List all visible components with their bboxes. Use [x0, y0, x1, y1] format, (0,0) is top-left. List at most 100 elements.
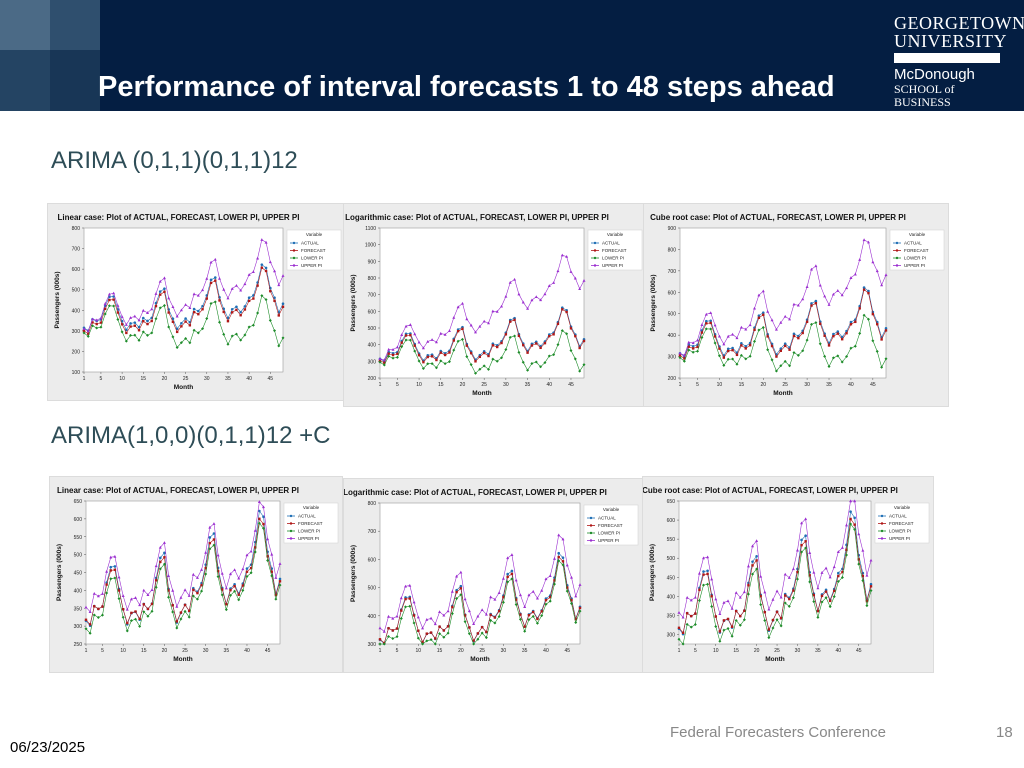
point-forecast	[154, 579, 158, 582]
point-lower	[792, 351, 796, 355]
point-upper	[565, 563, 569, 567]
point-actual	[836, 330, 840, 333]
point-lower	[744, 357, 748, 361]
legend-marker	[593, 256, 597, 260]
y-tick-label: 800	[368, 276, 377, 282]
point-lower	[404, 338, 408, 342]
point-forecast	[463, 614, 467, 617]
point-upper	[697, 571, 701, 575]
y-tick-label: 600	[668, 290, 677, 296]
point-upper	[378, 626, 382, 630]
point-upper	[429, 616, 433, 620]
x-tick-label: 40	[836, 648, 842, 654]
point-forecast	[845, 548, 848, 551]
point-forecast	[229, 588, 232, 592]
point-forecast	[779, 349, 783, 352]
point-upper	[828, 575, 832, 579]
point-lower	[540, 614, 544, 618]
point-forecast	[570, 598, 573, 602]
point-forecast	[854, 320, 857, 324]
point-forecast	[857, 558, 860, 561]
point-lower	[463, 620, 467, 624]
point-actual	[779, 347, 783, 350]
footer-conference: Federal Forecasters Conference	[670, 724, 886, 741]
point-upper	[818, 283, 822, 287]
y-tick-label: 900	[368, 259, 377, 265]
point-lower	[500, 356, 504, 360]
legend-box	[874, 502, 930, 544]
point-upper	[162, 541, 166, 544]
point-upper	[731, 332, 735, 336]
x-tick-label: 45	[870, 382, 876, 388]
point-upper	[184, 303, 188, 306]
legend-marker	[292, 264, 296, 267]
point-forecast	[582, 339, 586, 343]
logo-line-2: UNIVERSITY	[894, 31, 1007, 51]
point-lower	[884, 357, 888, 361]
point-upper	[179, 595, 183, 599]
point-upper	[687, 340, 691, 344]
point-forecast	[726, 617, 730, 621]
point-lower	[465, 355, 469, 359]
point-upper	[113, 554, 117, 558]
point-upper	[543, 292, 547, 296]
point-upper	[713, 323, 717, 327]
logo-divider	[894, 53, 1000, 63]
point-lower	[150, 331, 154, 335]
x-tick-label: 30	[203, 648, 209, 654]
point-lower	[544, 602, 548, 606]
point-forecast	[487, 354, 490, 358]
section-heading-2: ARIMA(1,0,0)(0,1,1)12 +C	[51, 422, 331, 449]
point-forecast	[474, 360, 477, 363]
point-forecast	[97, 607, 100, 611]
point-upper	[755, 539, 759, 543]
point-forecast	[485, 630, 488, 634]
point-upper	[804, 517, 808, 521]
point-lower	[112, 304, 116, 308]
point-forecast	[222, 310, 225, 314]
point-forecast	[429, 631, 433, 634]
y-tick-label: 550	[74, 535, 83, 541]
chart-panel-4: Linear case: Plot of ACTUAL, FORECAST, L…	[49, 476, 343, 673]
point-lower	[257, 521, 261, 525]
point-upper	[480, 608, 484, 612]
y-tick-label: 400	[368, 343, 377, 349]
point-upper	[400, 333, 404, 336]
point-lower	[552, 353, 556, 357]
point-upper	[540, 588, 544, 592]
y-tick-label: 800	[368, 501, 377, 507]
x-tick-label: 25	[182, 648, 188, 654]
point-upper	[412, 600, 416, 604]
point-upper	[183, 588, 187, 592]
point-upper	[88, 610, 92, 613]
point-upper	[247, 273, 251, 276]
point-forecast	[391, 353, 395, 357]
point-lower	[472, 642, 476, 646]
point-forecast	[142, 319, 145, 323]
x-tick-label: 15	[438, 382, 444, 388]
legend-title: Variable	[306, 232, 323, 237]
point-forecast	[205, 297, 208, 300]
point-forecast	[400, 609, 403, 612]
point-forecast	[722, 356, 726, 359]
point-lower	[779, 624, 783, 628]
point-forecast	[278, 580, 282, 583]
point-lower	[101, 613, 105, 617]
point-lower	[795, 577, 799, 581]
x-tick-label: 25	[481, 382, 487, 388]
point-lower	[484, 636, 488, 640]
chart-linear-2: Linear case: Plot of ACTUAL, FORECAST, L…	[56, 486, 339, 663]
point-forecast	[730, 625, 734, 628]
point-forecast	[792, 334, 796, 338]
header-square-4	[50, 50, 100, 111]
point-forecast	[469, 351, 473, 355]
point-forecast	[209, 281, 213, 285]
point-upper	[788, 317, 792, 321]
x-tick-label: 1	[85, 648, 88, 654]
point-lower	[191, 594, 195, 598]
point-lower	[840, 575, 844, 579]
x-tick-label: 20	[162, 648, 168, 654]
point-lower	[718, 639, 722, 643]
point-upper	[233, 568, 237, 572]
point-lower	[469, 363, 473, 367]
